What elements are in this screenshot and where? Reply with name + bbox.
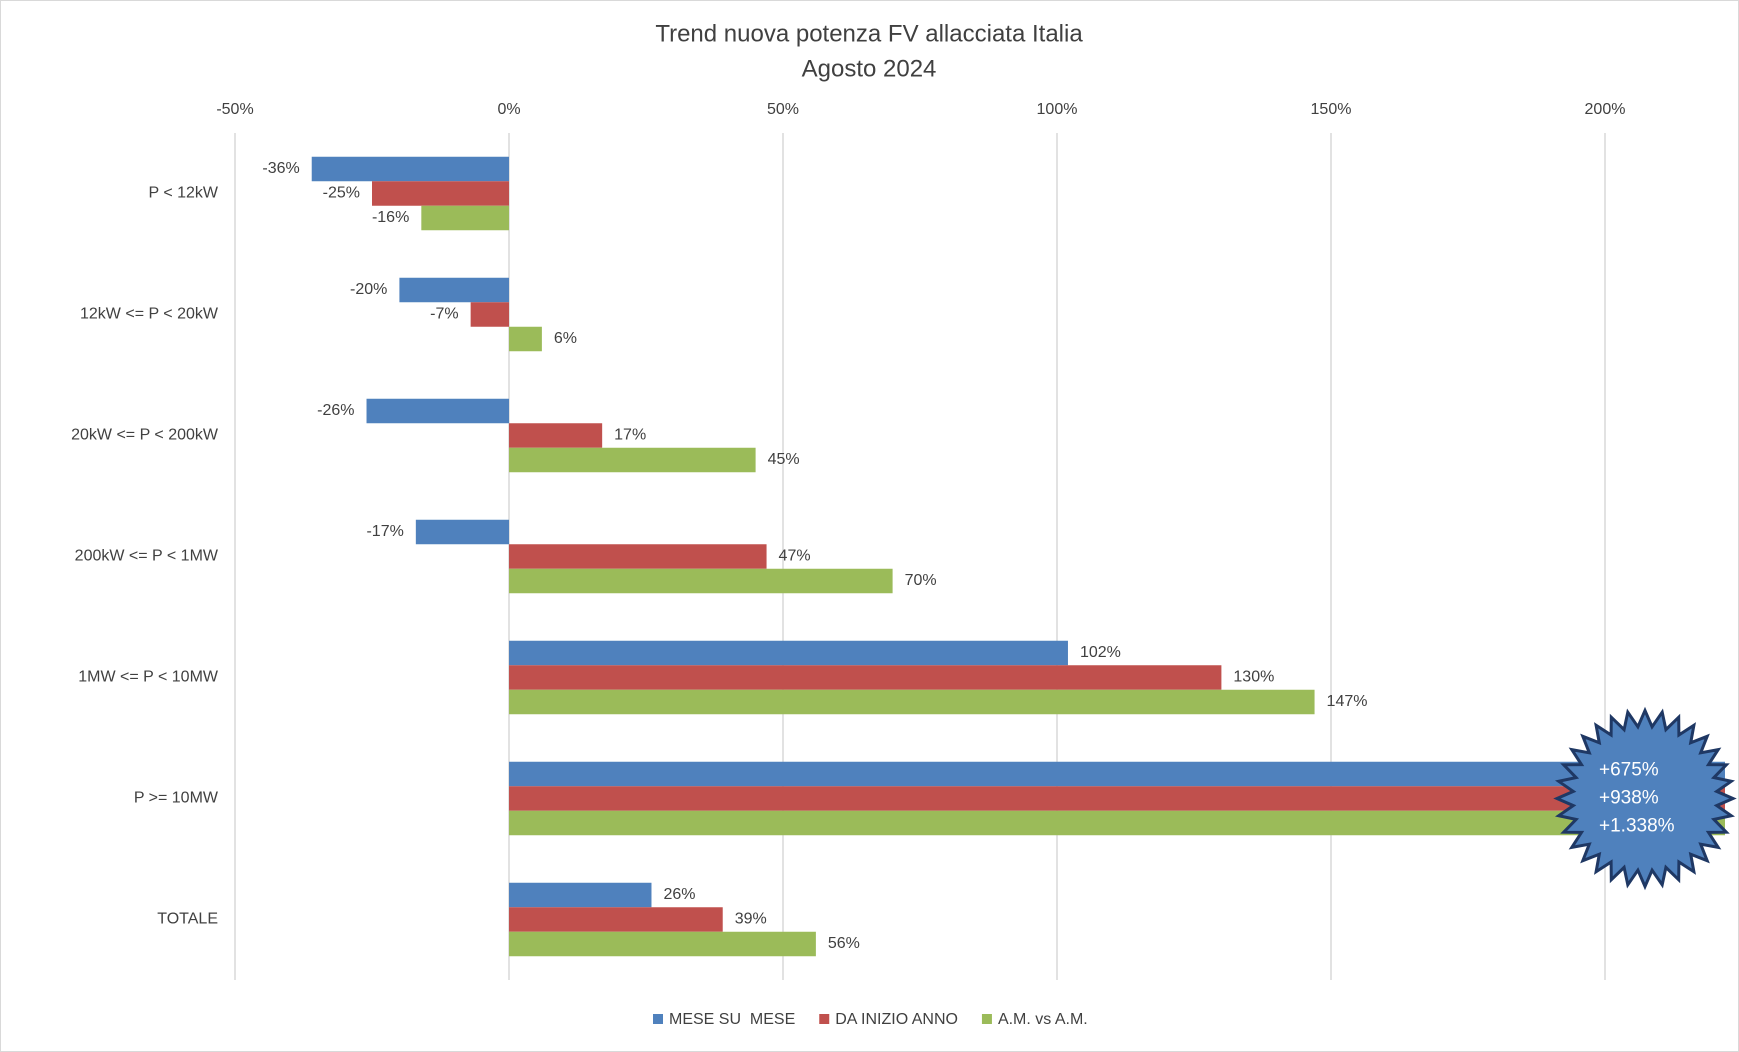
bar [421, 205, 509, 231]
bar [509, 810, 1725, 836]
chart-subtitle: Agosto 2024 [802, 55, 937, 82]
data-label: 70% [905, 572, 937, 589]
legend-swatch [653, 1014, 663, 1024]
bar [509, 689, 1315, 715]
bar [415, 519, 509, 545]
data-label: -20% [350, 281, 387, 298]
bar [372, 181, 509, 206]
legend-label: A.M. vs A.M. [998, 1011, 1088, 1028]
legend: MESE SU MESE DA INIZIO ANNO A.M. vs A.M. [653, 1011, 1088, 1028]
data-label: -25% [323, 185, 360, 202]
y-tick-label: 20kW <= P < 200kW [71, 427, 219, 444]
data-label: 102% [1080, 644, 1121, 661]
data-label: -17% [366, 523, 403, 540]
x-tick-label: 0% [497, 101, 520, 118]
x-tick-label: 150% [1311, 101, 1352, 118]
data-label: 17% [614, 427, 646, 444]
bar [509, 423, 603, 448]
bar [366, 398, 509, 424]
bar [509, 640, 1068, 666]
data-label: 45% [768, 451, 800, 468]
data-label: -7% [430, 306, 458, 323]
bar [509, 544, 767, 569]
legend-label: MESE SU MESE [669, 1011, 795, 1028]
data-label: 56% [828, 935, 860, 952]
starburst [1553, 706, 1737, 891]
data-label: 147% [1327, 693, 1368, 710]
x-tick-label: 50% [767, 101, 799, 118]
bar [399, 277, 509, 303]
bar [509, 931, 816, 957]
data-label: +675% [1599, 760, 1659, 781]
bar [509, 447, 756, 473]
data-label: 47% [779, 548, 811, 565]
y-tick-label: 200kW <= P < 1MW [75, 548, 219, 565]
bars [311, 156, 1725, 957]
data-label: -36% [262, 160, 299, 177]
bar [509, 907, 723, 932]
bar [509, 326, 542, 352]
bar [509, 882, 652, 908]
data-label: 6% [554, 330, 577, 347]
data-label: 130% [1233, 669, 1274, 686]
data-label: +1.338% [1599, 816, 1675, 837]
data-label: -26% [317, 402, 354, 419]
bar [509, 665, 1222, 690]
bar [509, 786, 1725, 811]
legend-swatch [819, 1014, 830, 1024]
bar [311, 156, 509, 182]
y-tick-label: TOTALE [157, 911, 218, 928]
annotation: +675% +938% +1.338% [1553, 706, 1737, 891]
x-tick-label: 100% [1037, 101, 1078, 118]
y-tick-label: P < 12kW [148, 185, 218, 202]
data-label: 26% [663, 886, 695, 903]
data-label: 39% [735, 911, 767, 928]
x-tick-label: 200% [1585, 101, 1626, 118]
data-label: +938% [1599, 788, 1659, 809]
y-tick-label: P >= 10MW [134, 790, 219, 807]
bar [509, 568, 893, 594]
bar [470, 302, 509, 327]
grid: -50% 0% 50% 100% 150% 200% [216, 101, 1625, 980]
x-tick-label: -50% [216, 101, 253, 118]
y-tick-label: 12kW <= P < 20kW [80, 306, 219, 323]
y-tick-label: 1MW <= P < 10MW [78, 669, 219, 686]
bar [509, 761, 1725, 787]
legend-label: DA INIZIO ANNO [835, 1011, 958, 1028]
labels: P < 12kW -36% -25% -16% 12kW <= P < 20kW -20%… [71, 160, 1367, 952]
legend-swatch [981, 1014, 992, 1024]
data-label: -16% [372, 209, 409, 226]
chart-title: Trend nuova potenza FV allacciata Italia [655, 20, 1083, 47]
